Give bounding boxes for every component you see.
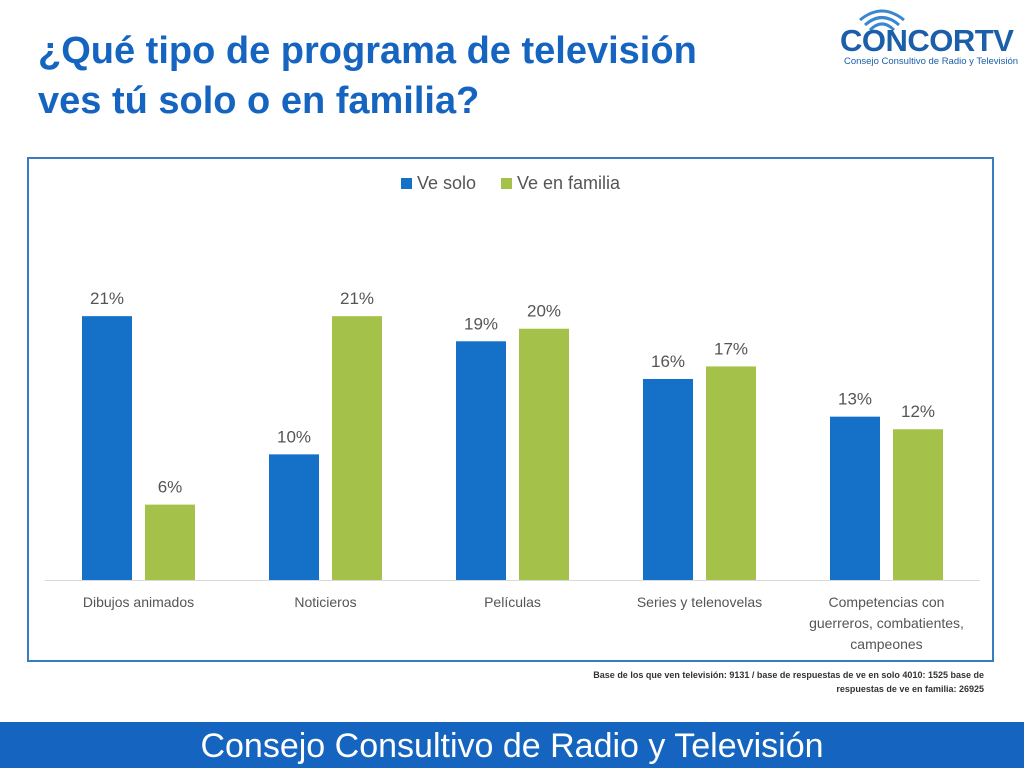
legend-item-ve-solo: Ve solo [400, 173, 476, 194]
category-label-1: Noticieros [294, 594, 356, 610]
bar-ve-solo-1 [269, 454, 319, 580]
category-label-4-line-2: campeones [850, 636, 922, 652]
chart-frame: 21% 6% Dibujos animados 10% 21% Noticieros 19%… [27, 157, 994, 662]
footnote: Base de los que ven televisión: 9131 / b… [500, 668, 984, 696]
slide-title-line-2: ves tú solo o en familia? [38, 80, 480, 122]
bar-ve-en-familia-4 [893, 429, 943, 580]
legend-swatch-ve-en-familia [501, 178, 512, 189]
data-label-ve-en-familia-1: 21% [340, 289, 374, 308]
footer-banner: Consejo Consultivo de Radio y Televisión [0, 722, 1024, 768]
legend-label-ve-en-familia: Ve en familia [517, 173, 621, 193]
category-label-0: Dibujos animados [83, 594, 194, 610]
broadcast-waves-icon [859, 9, 905, 32]
category-label-2: Películas [484, 594, 541, 610]
data-label-ve-en-familia-0: 6% [158, 478, 183, 497]
legend-item-ve-en-familia: Ve en familia [501, 173, 620, 194]
bar-ve-en-familia-0 [145, 504, 195, 580]
bar-ve-solo-4 [830, 416, 880, 580]
data-label-ve-solo-2: 19% [464, 314, 498, 333]
slide-title-line-1: ¿Qué tipo de programa de televisión [38, 30, 697, 72]
logo-subtitle: Consejo Consultivo de Radio y Televisión [844, 56, 1019, 67]
data-label-ve-solo-1: 10% [277, 427, 311, 446]
slide-title: ¿Qué tipo de programa de televisión ves … [38, 26, 798, 126]
data-label-ve-solo-3: 16% [651, 352, 685, 371]
bar-ve-solo-0 [82, 316, 132, 580]
bar-ve-solo-3 [643, 378, 693, 580]
category-label-4-line-0: Competencias con [829, 594, 945, 610]
legend-label-ve-solo: Ve solo [416, 173, 476, 193]
concortv-logo: CONCORTV Consejo Consultivo de Radio y T… [838, 4, 1020, 70]
category-label-4-line-1: guerreros, combatientes, [809, 615, 964, 631]
bar-ve-en-familia-3 [706, 366, 756, 580]
chart-legend: Ve solo Ve en familia [29, 173, 992, 194]
category-label-3: Series y telenovelas [637, 594, 762, 610]
bar-ve-en-familia-1 [332, 316, 382, 580]
data-label-ve-en-familia-3: 17% [714, 339, 748, 358]
footnote-line-2: respuestas de ve en familia: 26925 [836, 684, 984, 694]
logo-wordmark: CONCORTV [840, 23, 1014, 58]
data-label-ve-solo-0: 21% [90, 289, 124, 308]
footnote-line-1: Base de los que ven televisión: 9131 / b… [593, 670, 984, 680]
data-label-ve-en-familia-2: 20% [527, 302, 561, 321]
data-label-ve-solo-4: 13% [838, 390, 872, 409]
bar-ve-solo-2 [456, 341, 506, 580]
legend-swatch-ve-solo [400, 178, 412, 189]
bar-ve-en-familia-2 [519, 328, 569, 580]
data-label-ve-en-familia-4: 12% [901, 402, 935, 421]
bar-chart: 21% 6% Dibujos animados 10% 21% Noticieros 19%… [45, 289, 980, 652]
